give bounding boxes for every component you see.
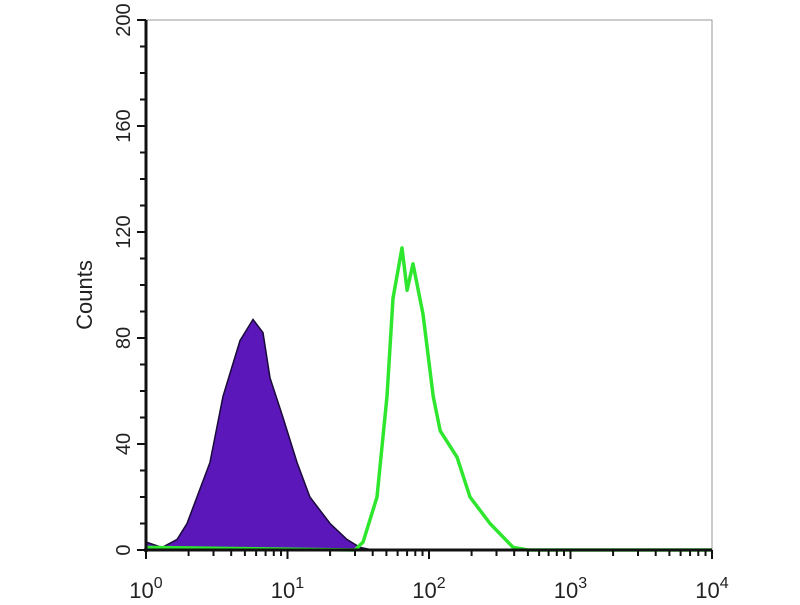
x-tick-label: 104: [695, 575, 728, 600]
y-tick-label: 0: [113, 544, 135, 555]
y-tick-label: 160: [113, 109, 135, 142]
x-tick-label: 103: [554, 575, 587, 600]
series-0-fill: [145, 318, 373, 551]
x-tick-label: 102: [412, 575, 445, 600]
series-1-line: [145, 246, 712, 552]
y-tick-label: 120: [113, 215, 135, 248]
x-tick-label: 100: [129, 575, 162, 600]
y-tick-label: 80: [113, 327, 135, 349]
series-layer: [145, 246, 712, 552]
x-tick-label: 101: [271, 575, 304, 600]
y-tick-label: 40: [113, 433, 135, 455]
axes-layer: 0 40 80 120 160 200 100 101 102 103 104: [113, 3, 729, 603]
y-tick-label: 200: [113, 3, 135, 36]
y-axis-label: Counts: [72, 260, 97, 330]
